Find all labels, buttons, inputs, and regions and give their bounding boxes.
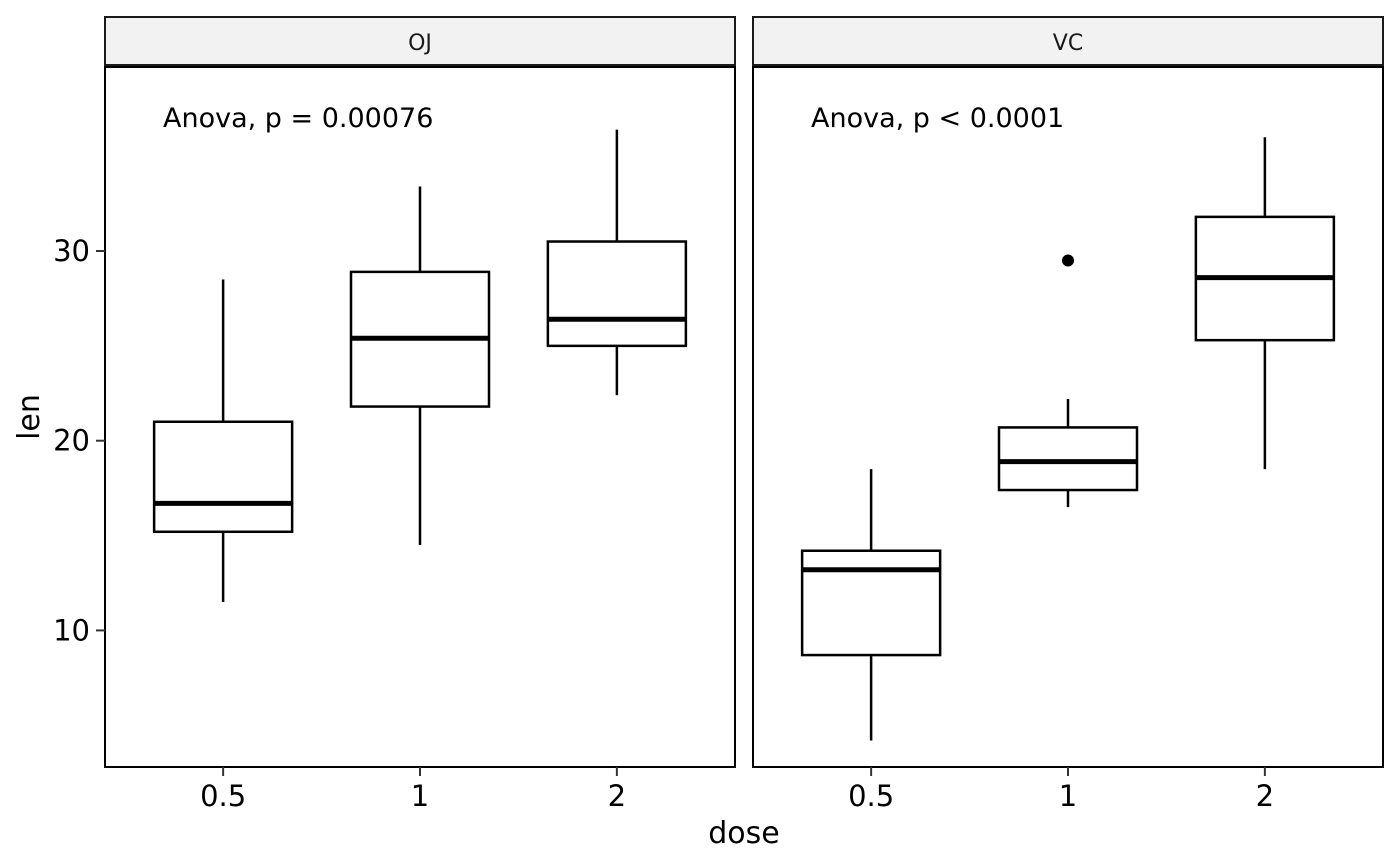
box-vc-1: [997, 254, 1139, 508]
anova-annotation: Anova, p < 0.0001: [811, 103, 1064, 134]
y-axis: 10 20 30: [53, 234, 105, 647]
x-tick-label: 0.5: [200, 779, 246, 813]
x-tick-label: 2: [608, 779, 626, 813]
y-tick-label: 20: [53, 424, 90, 458]
panels-layer: OJ Anova, p = 0.00076 0.5 1 2 VC Anova, p < 0.…: [104, 16, 1384, 813]
x-tick-label: 1: [411, 779, 429, 813]
x-tick-label: 2: [1256, 779, 1274, 813]
y-tick-label: 30: [53, 234, 90, 268]
facet-panel-oj: OJ Anova, p = 0.00076 0.5 1 2: [104, 16, 736, 813]
box-oj-0.5: [152, 279, 294, 602]
x-axis-title: dose: [708, 816, 779, 851]
facet-strip-label: OJ: [408, 31, 432, 56]
facet-strip: [104, 16, 736, 66]
box-vc-0.5: [800, 469, 942, 741]
outlier-point: [1062, 254, 1074, 267]
y-tick-label: 10: [53, 613, 90, 647]
box-oj-2: [546, 129, 688, 396]
x-tick-label: 1: [1059, 779, 1077, 813]
box-iqr: [546, 240, 688, 348]
facet-strip: [752, 16, 1384, 66]
anova-annotation: Anova, p = 0.00076: [163, 103, 433, 134]
box-iqr: [800, 549, 942, 657]
box-oj-1: [349, 186, 491, 546]
y-axis-title: len: [12, 394, 47, 440]
box-iqr: [997, 426, 1139, 492]
box-vc-2: [1194, 137, 1336, 470]
x-tick-label: 0.5: [848, 779, 894, 813]
facet-strip-label: VC: [1053, 31, 1083, 56]
facet-panel-vc: VC Anova, p < 0.0001 0.5 1 2: [752, 16, 1384, 813]
box-iqr: [152, 420, 294, 534]
